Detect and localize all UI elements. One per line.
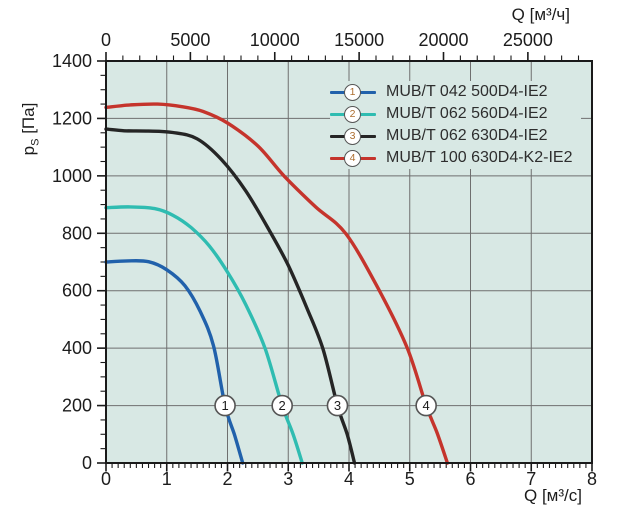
axis-frame: [105, 60, 593, 464]
y-axis-label: pS [Па]: [19, 102, 42, 156]
curve-series-1: [104, 259, 245, 465]
legend-label: MUB/T 100 630D4-K2-IE2: [386, 149, 573, 166]
bottom-tick-label: 1: [162, 469, 172, 489]
curve-marker-number-4: 4: [423, 398, 430, 413]
legend-item-4: 4 MUB/T 100 630D4-K2-IE2: [330, 147, 581, 169]
left-tick-label: 1400: [52, 51, 92, 71]
legend-item-2: 2 MUB/T 062 560D4-IE2: [330, 103, 581, 125]
legend-number-badge: 2: [344, 105, 361, 123]
bottom-tick-label: 4: [344, 469, 354, 489]
bottom-tick-label: 2: [222, 469, 232, 489]
curve-marker-number-1: 1: [221, 398, 228, 413]
curve-marker-number-3: 3: [334, 398, 341, 413]
curve-marker-number-2: 2: [279, 398, 286, 413]
left-tick-label: 1200: [52, 108, 92, 128]
legend-key-2: 2: [330, 105, 376, 123]
bottom-tick-label: 8: [587, 469, 597, 489]
top-tick-label: 25000: [503, 30, 553, 50]
bottom-tick-label: 0: [101, 469, 111, 489]
left-tick-label: 1000: [52, 166, 92, 186]
top-tick-label: 0: [101, 30, 111, 50]
top-tick-label: 20000: [418, 30, 468, 50]
legend-label: MUB/T 062 560D4-IE2: [386, 105, 548, 122]
bottom-tick-label: 6: [465, 469, 475, 489]
legend-number-badge: 1: [344, 83, 361, 101]
curve-marker-1: [214, 394, 236, 417]
left-tick-label: 400: [62, 338, 92, 358]
legend-key-4: 4: [330, 149, 376, 167]
legend-label: MUB/T 062 630D4-IE2: [386, 127, 548, 144]
bottom-tick-label: 7: [526, 469, 536, 489]
legend-item-3: 3 MUB/T 062 630D4-IE2: [330, 125, 581, 147]
top-tick-label: 5000: [170, 30, 210, 50]
top-axis-label: Q [м³/ч]: [511, 5, 570, 24]
curve-marker-2: [271, 394, 293, 417]
top-tick-label: 10000: [250, 30, 300, 50]
curve-marker-3: [326, 394, 349, 417]
legend-key-1: 1: [330, 83, 376, 101]
curve-series-4: [104, 102, 450, 465]
bottom-tick-label: 5: [405, 469, 415, 489]
top-tick-label: 15000: [334, 30, 384, 50]
bottom-tick-label: 3: [283, 469, 293, 489]
legend-item-1: 1 MUB/T 042 500D4-IE2: [330, 81, 581, 103]
legend-key-3: 3: [330, 127, 376, 145]
legend-number-badge: 4: [344, 149, 361, 167]
left-tick-label: 0: [82, 453, 92, 473]
left-tick-label: 800: [62, 223, 92, 243]
legend: 1 MUB/T 042 500D4-IE2 2 MUB/T 062 560D4-…: [330, 81, 581, 169]
left-tick-label: 200: [62, 396, 92, 416]
left-tick-label: 600: [62, 281, 92, 301]
legend-label: MUB/T 042 500D4-IE2: [386, 83, 548, 100]
bottom-axis-label: Q [м³/с]: [524, 486, 582, 505]
legend-number-badge: 3: [344, 127, 361, 145]
curve-marker-4: [415, 394, 437, 417]
